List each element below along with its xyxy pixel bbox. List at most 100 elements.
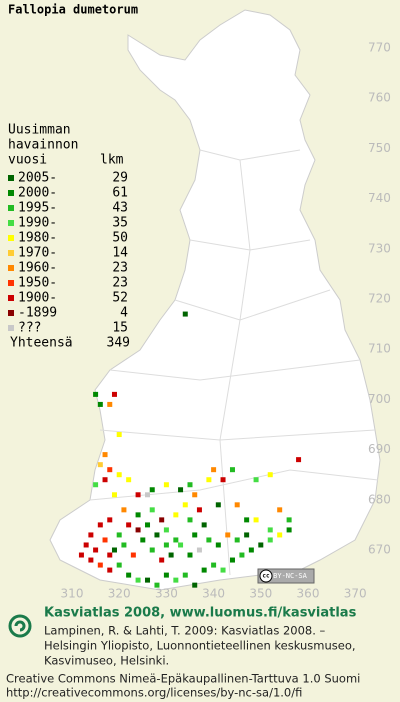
legend-swatch (8, 295, 14, 301)
observation-square (215, 542, 221, 548)
observation-square (107, 517, 113, 523)
y-tick-label: 730 (368, 241, 391, 255)
observation-square (187, 517, 193, 523)
observation-square (126, 522, 132, 528)
observation-square (116, 472, 122, 478)
x-tick-label: 320 (108, 587, 131, 601)
observation-square (111, 391, 117, 397)
observation-square (206, 477, 212, 483)
y-tick-label: 710 (368, 342, 391, 356)
y-tick-label: 720 (368, 292, 391, 306)
observation-square (97, 522, 103, 528)
observation-square (107, 401, 113, 407)
legend-header: Uusimman (8, 123, 71, 138)
legend-swatch (8, 220, 14, 226)
observation-square (102, 537, 108, 543)
license-line: Creative Commons Nimeä-Epäkaupallinen-Ta… (6, 672, 360, 686)
observation-square (97, 401, 103, 407)
citation-line: Helsingin Yliopisto, Luonnontieteellinen… (44, 639, 356, 653)
observation-square (116, 532, 122, 538)
legend-count: 23 (112, 276, 128, 291)
observation-square (121, 507, 127, 513)
legend-header: havainnon (8, 138, 78, 153)
observation-square (93, 547, 99, 553)
observation-square (178, 487, 184, 493)
observation-square (140, 537, 146, 543)
observation-square (102, 452, 108, 458)
legend-swatch (8, 190, 14, 196)
observation-square (149, 507, 155, 513)
legend-label: 2005- (18, 171, 57, 186)
legend-label: -1899 (18, 306, 57, 321)
observation-square (196, 507, 202, 513)
x-tick-label: 330 (155, 587, 178, 601)
legend-swatch (8, 250, 14, 256)
observation-square (244, 517, 250, 523)
observation-square (277, 507, 283, 513)
observation-square (88, 557, 94, 563)
observation-square (206, 537, 212, 543)
observation-square (168, 552, 174, 558)
observation-square (145, 577, 151, 583)
observation-square (234, 502, 240, 508)
observation-square (93, 482, 99, 488)
observation-square (192, 492, 198, 498)
y-tick-label: 670 (368, 543, 391, 557)
observation-square (248, 547, 254, 553)
x-tick-label: 350 (249, 587, 272, 601)
observation-square (258, 542, 264, 548)
observation-square (187, 482, 193, 488)
x-tick-label: 370 (344, 587, 367, 601)
observation-square (135, 512, 141, 518)
y-tick-label: 740 (368, 191, 391, 205)
observation-square (149, 547, 155, 553)
observation-square (111, 492, 117, 498)
observation-square (126, 477, 132, 483)
observation-square (116, 562, 122, 568)
legend-label: 1950- (18, 276, 57, 291)
observation-square (135, 492, 141, 498)
legend-label: ??? (18, 321, 41, 336)
observation-square (97, 462, 103, 468)
observation-square (267, 527, 273, 533)
x-tick-label: 360 (297, 587, 320, 601)
legend-swatch (8, 280, 14, 286)
observation-square (97, 562, 103, 568)
observation-square (173, 512, 179, 518)
legend-swatch (8, 205, 14, 211)
observation-square (220, 477, 226, 483)
observation-square (130, 552, 136, 558)
observation-square (211, 467, 217, 473)
observation-square (107, 552, 113, 558)
observation-square (215, 502, 221, 508)
observation-square (225, 532, 231, 538)
observation-square (163, 482, 169, 488)
observation-square (88, 532, 94, 538)
observation-square (267, 537, 273, 543)
observation-square (220, 567, 226, 573)
legend-count: 43 (112, 201, 128, 216)
y-tick-label: 680 (368, 492, 391, 506)
cc-badge: cc BY-NC-SA (257, 568, 315, 584)
license-line: http://creativecommons.org/licenses/by-n… (6, 686, 302, 700)
legend-count-header: lkm (100, 153, 124, 168)
observation-square (229, 557, 235, 563)
observation-square (163, 542, 169, 548)
y-tick-label: 750 (368, 141, 391, 155)
citation-line: Kasvimuseo, Helsinki. (44, 654, 169, 668)
observation-square (286, 517, 292, 523)
y-tick-label: 770 (368, 41, 391, 55)
y-tick-label: 700 (368, 392, 391, 406)
legend-count: 14 (112, 246, 128, 261)
observation-square (78, 552, 84, 558)
observation-square (154, 532, 160, 538)
map-title: Fallopia dumetorum (8, 3, 138, 17)
observation-square (201, 522, 207, 528)
observation-square (201, 567, 207, 573)
observation-square (111, 547, 117, 553)
observation-square (182, 502, 188, 508)
observation-square (229, 467, 235, 473)
observation-square (145, 522, 151, 528)
